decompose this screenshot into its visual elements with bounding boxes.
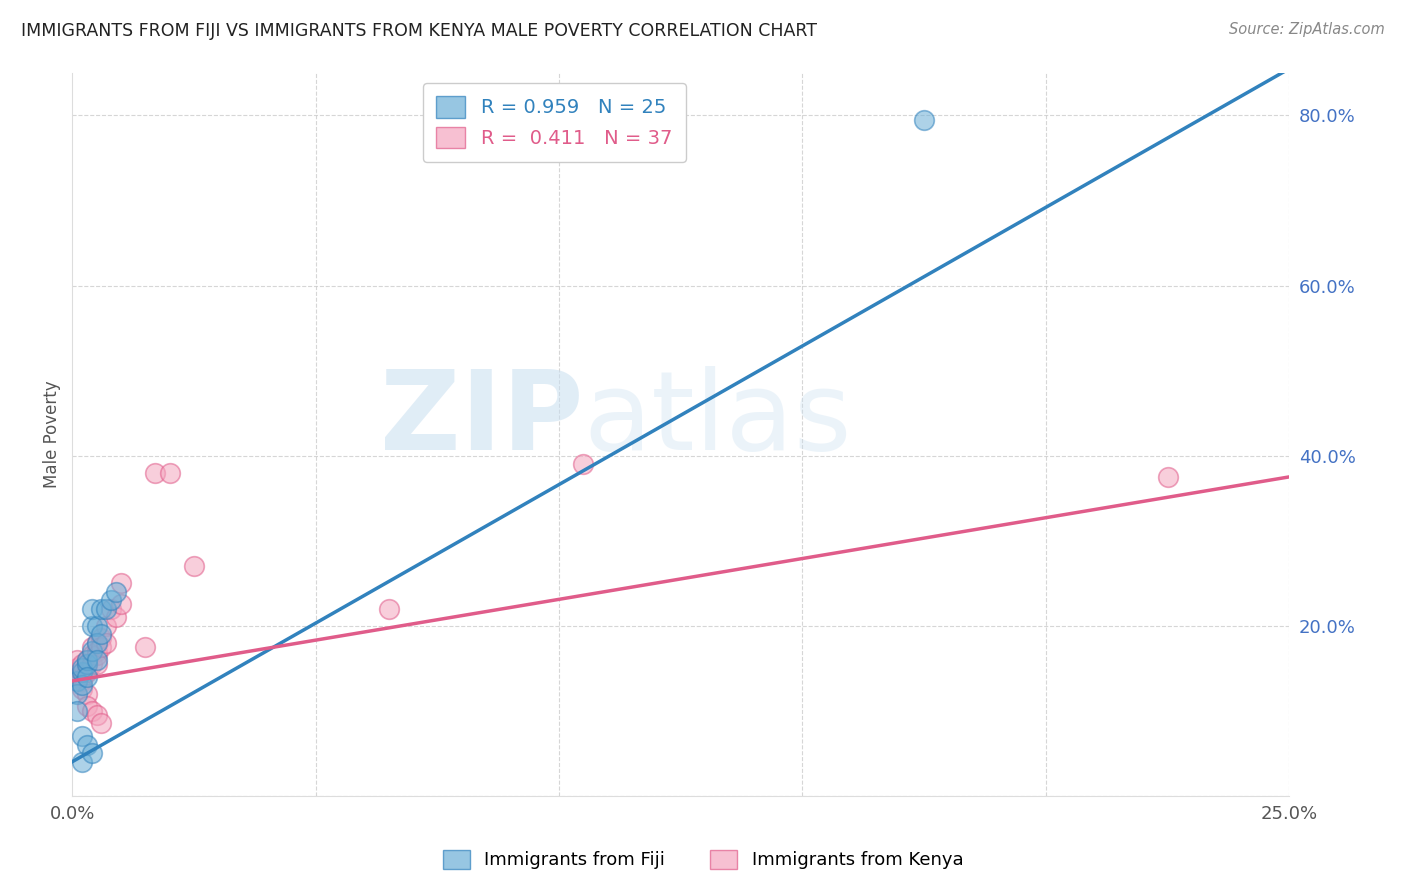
Point <box>90 640 112 654</box>
Point <box>70 729 93 743</box>
Legend: R = 0.959   N = 25, R =  0.411   N = 37: R = 0.959 N = 25, R = 0.411 N = 37 <box>423 83 686 162</box>
Point <box>110 576 132 591</box>
Point <box>70 673 93 688</box>
Point <box>76 670 98 684</box>
Point <box>86 636 108 650</box>
Y-axis label: Male Poverty: Male Poverty <box>44 381 60 488</box>
Point <box>86 708 108 723</box>
Text: Source: ZipAtlas.com: Source: ZipAtlas.com <box>1229 22 1385 37</box>
Point <box>86 636 108 650</box>
Point <box>183 559 205 574</box>
Point <box>143 466 166 480</box>
Point <box>86 653 108 667</box>
Point <box>912 112 935 127</box>
Point <box>76 738 98 752</box>
Point <box>96 601 118 615</box>
Point <box>80 648 103 663</box>
Text: ZIP: ZIP <box>380 367 583 474</box>
Point <box>66 687 89 701</box>
Point <box>96 636 118 650</box>
Point <box>110 598 132 612</box>
Point <box>100 601 122 615</box>
Point <box>80 704 103 718</box>
Point <box>70 661 93 675</box>
Text: atlas: atlas <box>583 367 852 474</box>
Text: IMMIGRANTS FROM FIJI VS IMMIGRANTS FROM KENYA MALE POVERTY CORRELATION CHART: IMMIGRANTS FROM FIJI VS IMMIGRANTS FROM … <box>21 22 817 40</box>
Point <box>80 746 103 760</box>
Point <box>76 665 98 680</box>
Point <box>377 601 399 615</box>
Point <box>90 601 112 615</box>
Point <box>66 670 89 684</box>
Point <box>70 665 93 680</box>
Point <box>66 653 89 667</box>
Point <box>159 466 181 480</box>
Point <box>105 610 128 624</box>
Point <box>86 648 108 663</box>
Point <box>1156 470 1178 484</box>
Point <box>76 653 98 667</box>
Point <box>86 657 108 671</box>
Point <box>90 716 112 731</box>
Point <box>80 657 103 671</box>
Point <box>70 665 93 680</box>
Point <box>80 640 103 654</box>
Point <box>90 627 112 641</box>
Point <box>66 661 89 675</box>
Point <box>66 704 89 718</box>
Point <box>86 644 108 658</box>
Legend: Immigrants from Fiji, Immigrants from Kenya: Immigrants from Fiji, Immigrants from Ke… <box>433 840 973 879</box>
Point <box>70 682 93 697</box>
Point <box>76 699 98 714</box>
Point <box>105 584 128 599</box>
Point <box>572 457 595 471</box>
Point <box>134 640 156 654</box>
Point <box>90 632 112 646</box>
Point <box>80 601 103 615</box>
Point <box>96 618 118 632</box>
Point <box>70 657 93 671</box>
Point <box>86 618 108 632</box>
Point <box>100 593 122 607</box>
Point <box>70 755 93 769</box>
Point <box>66 673 89 688</box>
Point <box>80 618 103 632</box>
Point <box>76 687 98 701</box>
Point <box>80 644 103 658</box>
Point <box>76 653 98 667</box>
Point <box>76 657 98 671</box>
Point <box>70 678 93 692</box>
Point <box>76 657 98 671</box>
